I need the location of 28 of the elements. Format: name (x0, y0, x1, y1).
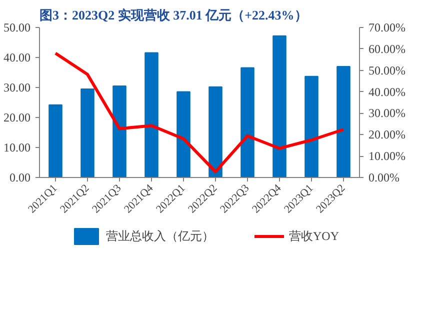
bar (336, 66, 350, 178)
bar (48, 104, 62, 178)
y-tick-label: 40.00 (4, 50, 30, 64)
legend-label: 营业总收入（亿元） (106, 228, 214, 244)
y2-tick-label: 10.00% (368, 149, 406, 164)
y-tick-label: 10.00 (4, 140, 30, 154)
bar (176, 91, 190, 178)
bar (304, 76, 318, 178)
bar (112, 86, 126, 178)
y2-tick-label: 60.00% (368, 42, 406, 56)
y2-tick-label: 70.00% (368, 20, 406, 34)
y-tick-label: 30.00 (4, 80, 30, 94)
chart-title: 图3：2023Q2 实现营收 37.01 亿元（+22.43%） (40, 8, 308, 22)
y2-tick-label: 0.00% (368, 170, 400, 184)
y-tick-label: 0.00 (10, 170, 30, 184)
bar (144, 52, 158, 178)
bar (208, 86, 222, 178)
y2-tick-label: 40.00% (368, 84, 406, 99)
bar (240, 67, 254, 178)
y2-tick-label: 20.00% (368, 128, 406, 142)
y-tick-label: 50.00 (4, 20, 30, 34)
y2-tick-label: 30.00% (368, 106, 406, 120)
legend-label: 营收YOY (289, 228, 339, 244)
y-tick-label: 20.00 (4, 110, 30, 124)
y2-tick-label: 50.00% (368, 63, 406, 78)
bar (80, 88, 94, 178)
line-series (54, 52, 345, 174)
bar (272, 35, 286, 178)
